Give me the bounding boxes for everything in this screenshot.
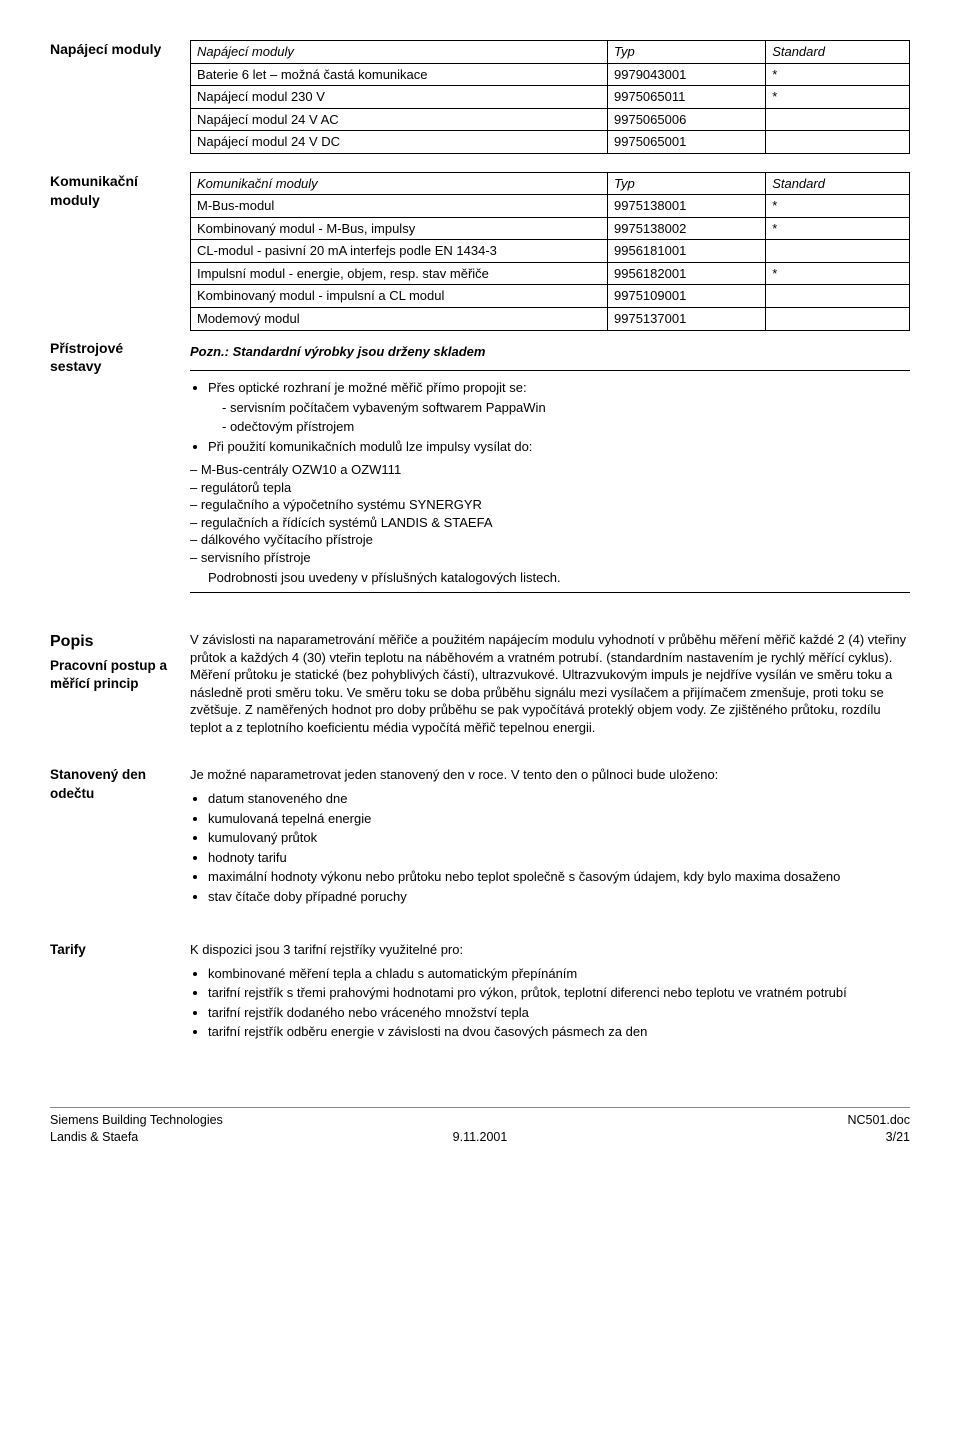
list-item: kombinované měření tepla a chladu s auto…: [208, 965, 910, 983]
th: Standard: [766, 41, 910, 64]
td: Impulsní modul - energie, objem, resp. s…: [191, 262, 608, 285]
footer-left-1: Siemens Building Technologies: [50, 1112, 334, 1129]
td: Napájecí modul 24 V DC: [191, 131, 608, 154]
list-item: tarifní rejstřík odběru energie v závisl…: [208, 1023, 910, 1041]
td: 9975109001: [608, 285, 766, 308]
table-row: Baterie 6 let – možná častá komunikace99…: [191, 63, 910, 86]
td: 9956182001: [608, 262, 766, 285]
list-item: servisního přístroje: [190, 549, 910, 567]
list-item: regulačních a řídících systémů LANDIS & …: [190, 514, 910, 532]
tarify-lead: K dispozici jsou 3 tarifní rejstříky vyu…: [190, 941, 910, 959]
table-row: Kombinovaný modul - M-Bus, impulsy997513…: [191, 217, 910, 240]
td: M-Bus-modul: [191, 195, 608, 218]
table-row: Napájecí modul 24 V AC9975065006: [191, 108, 910, 131]
th: Typ: [608, 172, 766, 195]
td: 9956181001: [608, 240, 766, 263]
list-item: kumulovaný průtok: [208, 829, 910, 847]
divider: [190, 592, 910, 593]
label-komunikacni: Komunikační moduly: [50, 172, 170, 210]
label-tarify: Tarify: [50, 941, 170, 959]
td: 9975065006: [608, 108, 766, 131]
list-item: stav čítače doby případné poruchy: [208, 888, 910, 906]
th: Standard: [766, 172, 910, 195]
td: 9979043001: [608, 63, 766, 86]
list-item: tarifní rejstřík s třemi prahovými hodno…: [208, 984, 910, 1002]
td: *: [766, 86, 910, 109]
td: [766, 308, 910, 331]
td: [766, 240, 910, 263]
page-footer: Siemens Building Technologies Landis & S…: [50, 1107, 910, 1146]
th: Komunikační moduly: [191, 172, 608, 195]
footer-page: 3/21: [626, 1129, 910, 1146]
label-stanoveny: Stanovený den odečtu: [50, 766, 170, 802]
list-item: Při použití komunikačních modulů lze imp…: [208, 438, 910, 456]
list-item: hodnoty tarifu: [208, 849, 910, 867]
text: Přes optické rozhraní je možné měřič pří…: [208, 380, 527, 395]
dash-list: M-Bus-centrály OZW10 a OZW111 regulátorů…: [190, 461, 910, 566]
td: 9975065001: [608, 131, 766, 154]
td: 9975138001: [608, 195, 766, 218]
td: Napájecí modul 230 V: [191, 86, 608, 109]
table-napajeci: Napájecí moduly Typ Standard Baterie 6 l…: [190, 40, 910, 154]
table-komunikacni: Komunikační moduly Typ Standard M-Bus-mo…: [190, 172, 910, 331]
td: *: [766, 262, 910, 285]
table-row: Napájecí modul 24 V DC9975065001: [191, 131, 910, 154]
td: Baterie 6 let – možná častá komunikace: [191, 63, 608, 86]
list-item: regulačního a výpočetního systému SYNERG…: [190, 496, 910, 514]
divider: [190, 370, 910, 371]
td: [766, 108, 910, 131]
td: *: [766, 63, 910, 86]
td: 9975065011: [608, 86, 766, 109]
table-row: Impulsní modul - energie, objem, resp. s…: [191, 262, 910, 285]
td: Kombinovaný modul - M-Bus, impulsy: [191, 217, 608, 240]
table-row: M-Bus-modul9975138001*: [191, 195, 910, 218]
page-title: Napájecí moduly: [50, 40, 170, 59]
heading-popis: Popis: [50, 631, 170, 653]
note-standard: Pozn.: Standardní výrobky jsou drženy sk…: [190, 343, 910, 361]
td: *: [766, 217, 910, 240]
tarify-list: kombinované měření tepla a chladu s auto…: [190, 965, 910, 1041]
popis-text: V závislosti na naparametrování měřiče a…: [190, 631, 910, 736]
table-row: Kombinovaný modul - impulsní a CL modul9…: [191, 285, 910, 308]
list-item: datum stanoveného dne: [208, 790, 910, 808]
label-pristrojove: Přístrojové sestavy: [50, 339, 170, 377]
td: [766, 285, 910, 308]
td: [766, 131, 910, 154]
td: Napájecí modul 24 V AC: [191, 108, 608, 131]
list-item: servisním počítačem vybaveným softwarem …: [222, 399, 910, 417]
footer-date: 9.11.2001: [338, 1129, 622, 1146]
list-item: maximální hodnoty výkonu nebo průtoku ne…: [208, 868, 910, 886]
tail-text: Podrobnosti jsou uvedeny v příslušných k…: [208, 569, 910, 587]
list-item: Přes optické rozhraní je možné měřič pří…: [208, 379, 910, 436]
footer-doc: NC501.doc: [626, 1112, 910, 1129]
stanoveny-lead: Je možné naparametrovat jeden stanovený …: [190, 766, 910, 784]
table-row: Modemový modul9975137001: [191, 308, 910, 331]
stanoveny-list: datum stanoveného dne kumulovaná tepelná…: [190, 790, 910, 905]
list-item: odečtovým přístrojem: [222, 418, 910, 436]
table-row: CL-modul - pasivní 20 mA interfejs podle…: [191, 240, 910, 263]
list-item: regulátorů tepla: [190, 479, 910, 497]
list-item: tarifní rejstřík dodaného nebo vráceného…: [208, 1004, 910, 1022]
label-pracovni: Pracovní postup a měřící princip: [50, 657, 170, 693]
th: Napájecí moduly: [191, 41, 608, 64]
td: 9975137001: [608, 308, 766, 331]
list-item: dálkového vyčítacího přístroje: [190, 531, 910, 549]
td: *: [766, 195, 910, 218]
table-row: Napájecí modul 230 V9975065011*: [191, 86, 910, 109]
footer-left-2: Landis & Staefa: [50, 1129, 334, 1146]
td: CL-modul - pasivní 20 mA interfejs podle…: [191, 240, 608, 263]
td: Modemový modul: [191, 308, 608, 331]
list-item: kumulovaná tepelná energie: [208, 810, 910, 828]
opt-list: Přes optické rozhraní je možné měřič pří…: [190, 379, 910, 455]
th: Typ: [608, 41, 766, 64]
list-item: M-Bus-centrály OZW10 a OZW111: [190, 461, 910, 479]
td: 9975138002: [608, 217, 766, 240]
td: Kombinovaný modul - impulsní a CL modul: [191, 285, 608, 308]
